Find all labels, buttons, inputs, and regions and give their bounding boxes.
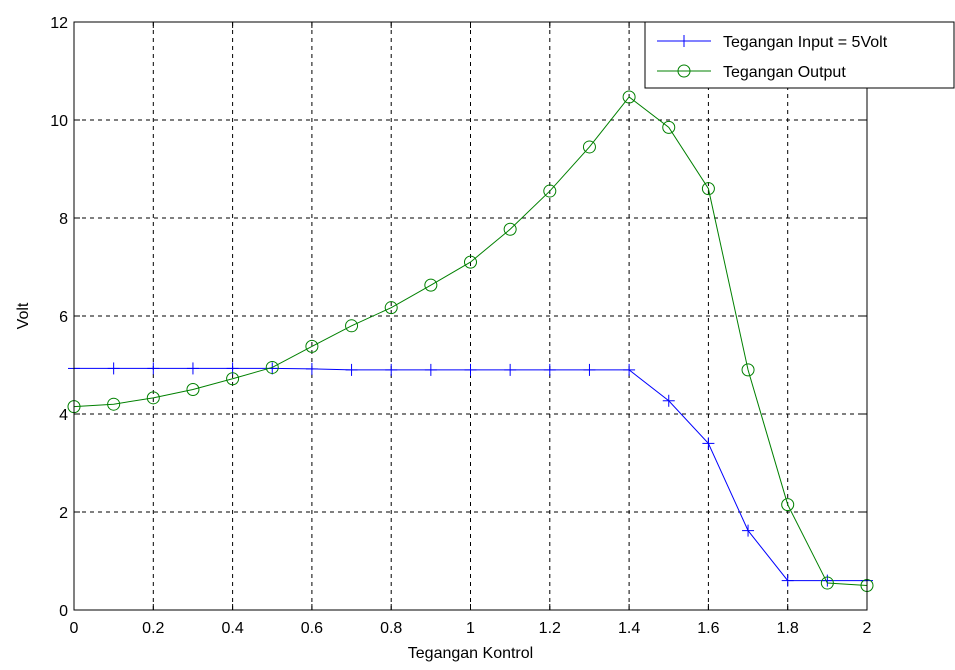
data-point [781, 498, 795, 512]
data-point [504, 363, 517, 376]
data-point [623, 363, 636, 376]
data-point [305, 339, 319, 353]
x-tick-label: 0.4 [221, 620, 243, 637]
grid [74, 22, 867, 610]
legend-marker [677, 64, 691, 78]
legend-entry-output: Tegangan Output [657, 64, 846, 81]
data-point [107, 397, 121, 411]
data-point [146, 391, 160, 405]
data-point [345, 319, 359, 333]
y-tick-label: 10 [50, 113, 68, 130]
legend-entry-input: Tegangan Input = 5Volt [657, 34, 888, 51]
data-point [424, 278, 438, 292]
y-tick-label: 4 [59, 407, 68, 424]
data-point [582, 140, 596, 154]
y-tick-label: 12 [50, 15, 68, 32]
data-point [186, 362, 199, 375]
data-point [384, 301, 398, 315]
data-point [543, 184, 557, 198]
y-tick-label: 8 [59, 211, 68, 228]
data-point [543, 363, 556, 376]
data-point [424, 363, 437, 376]
data-point [464, 363, 477, 376]
x-tick-label: 0.6 [301, 620, 323, 637]
data-point [781, 574, 794, 587]
x-tick-label: 0 [70, 620, 79, 637]
data-point [265, 360, 279, 374]
x-tick-label: 0.8 [380, 620, 402, 637]
data-point [820, 576, 834, 590]
x-axis-label: Tegangan Kontrol [408, 645, 533, 662]
x-tick-label: 2 [863, 620, 872, 637]
data-point [385, 363, 398, 376]
data-point [741, 363, 755, 377]
series-line [73, 96, 868, 586]
legend-marker [678, 35, 690, 47]
y-tick-label: 6 [59, 309, 68, 326]
data-point [702, 437, 715, 450]
x-tick-labels: 0 0.2 0.4 0.6 0.8 1 1.2 1.4 1.6 1.8 2 [70, 620, 872, 637]
data-point [503, 222, 517, 236]
data-point [464, 255, 477, 269]
data-point [226, 372, 240, 386]
y-axis-label: Volt [15, 302, 32, 329]
data-point [107, 362, 120, 375]
y-tick-labels: 0 2 4 6 8 10 12 [50, 15, 68, 620]
legend-label-input: Tegangan Input = 5Volt [723, 34, 888, 51]
legend: Tegangan Input = 5Volt Tegangan Output [644, 21, 955, 89]
legend-box [644, 21, 955, 89]
legend-label-output: Tegangan Output [723, 64, 846, 81]
y-tick-label: 2 [59, 505, 68, 522]
data-point [147, 362, 160, 375]
data-point [345, 363, 358, 376]
data-point [305, 362, 318, 375]
x-tick-label: 1.2 [539, 620, 561, 637]
x-tick-label: 1.6 [697, 620, 719, 637]
x-tick-label: 1 [466, 620, 475, 637]
data-point [583, 363, 596, 376]
data-point [662, 120, 676, 134]
x-tick-label: 1.8 [777, 620, 799, 637]
data-point [186, 383, 200, 396]
y-tick-label: 0 [59, 603, 68, 620]
data-point [701, 182, 715, 196]
data-point [662, 394, 675, 407]
data-point [622, 90, 636, 104]
x-tick-label: 0.2 [142, 620, 164, 637]
data-point [742, 524, 755, 537]
x-tick-label: 1.4 [618, 620, 640, 637]
